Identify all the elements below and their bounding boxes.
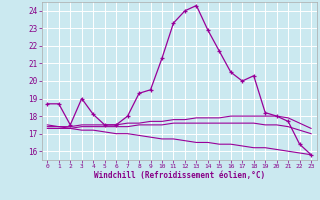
X-axis label: Windchill (Refroidissement éolien,°C): Windchill (Refroidissement éolien,°C): [94, 171, 265, 180]
